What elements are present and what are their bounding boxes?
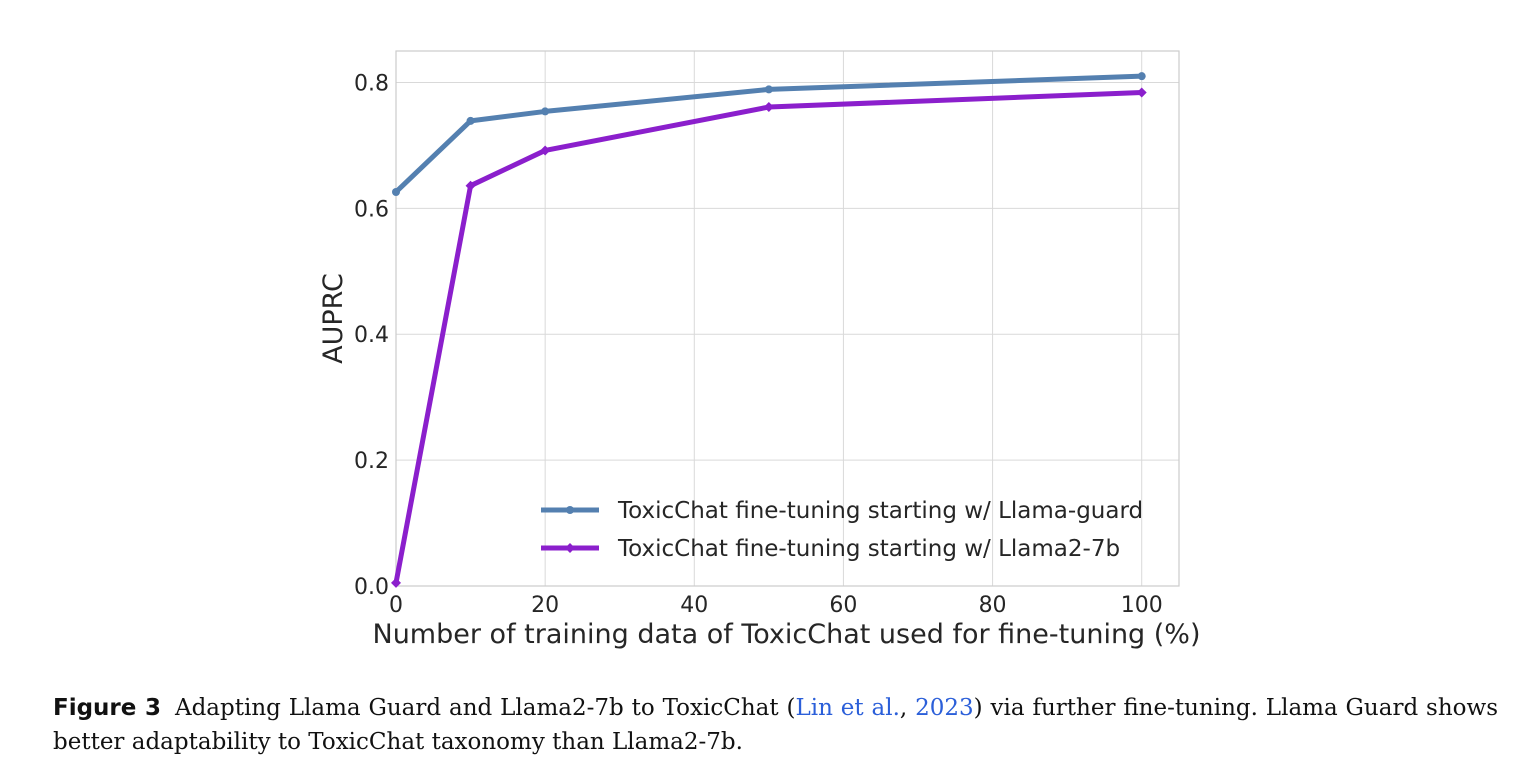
legend-item: ToxicChat fine-tuning starting w/ Llama2… [541,536,1120,562]
citation-separator: , [899,695,916,721]
x-tick-label: 80 [979,593,1007,618]
x-axis-label: Number of training data of ToxicChat use… [373,619,1201,650]
x-tick-label: 0 [389,593,403,618]
data-point-marker [1136,87,1147,98]
legend-label: ToxicChat fine-tuning starting w/ Llama-… [617,498,1143,524]
citation-authors-link[interactable]: Lin et al. [795,695,900,721]
data-point-marker [1137,72,1146,81]
data-point-marker [392,187,400,196]
legend: ToxicChat fine-tuning starting w/ Llama-… [541,498,1143,562]
data-point-marker [566,506,574,514]
y-tick-label: 0.4 [354,323,389,348]
citation-year-link[interactable]: 2023 [915,695,974,721]
y-tick-label: 0.8 [354,71,389,96]
figure-caption: Figure 3 Adapting Llama Guard and Llama2-… [53,691,1498,759]
data-point-marker [540,145,551,156]
data-point-marker [466,116,475,125]
y-tick-label: 0.6 [354,197,389,222]
y-tick-label: 0.0 [354,575,389,600]
caption-text-before: Adapting Llama Guard and Llama2-7b to To… [174,695,796,721]
x-tick-label: 40 [680,593,708,618]
tick-labels: 0 20 40 60 80 100 0.0 0.2 0.4 0.6 0.8 [354,71,1163,618]
series-2 [391,87,1147,588]
x-tick-label: 60 [829,593,857,618]
x-tick-label: 20 [531,593,559,618]
figure-label: Figure 3 [53,695,161,721]
legend-item: ToxicChat fine-tuning starting w/ Llama-… [541,498,1143,524]
line-chart: 0 20 40 60 80 100 0.0 0.2 0.4 0.6 0.8 Number of tr… [318,50,1201,650]
series-line [394,73,1142,194]
series-group [391,72,1147,588]
data-point-marker [763,102,774,113]
data-point-marker [565,543,575,553]
data-point-marker [764,85,773,94]
data-point-marker [541,107,550,116]
legend-label: ToxicChat fine-tuning starting w/ Llama2… [617,536,1120,562]
y-axis-label: AUPRC [318,273,349,364]
x-tick-label: 100 [1121,593,1163,618]
y-tick-label: 0.2 [354,449,389,474]
caption-text-after: ) via further fine-tuning. Llama Guard s… [53,695,1499,755]
data-point-marker [465,180,476,191]
plot-area-frame [395,50,1180,587]
data-point-marker [391,577,401,588]
series-1 [392,72,1146,196]
